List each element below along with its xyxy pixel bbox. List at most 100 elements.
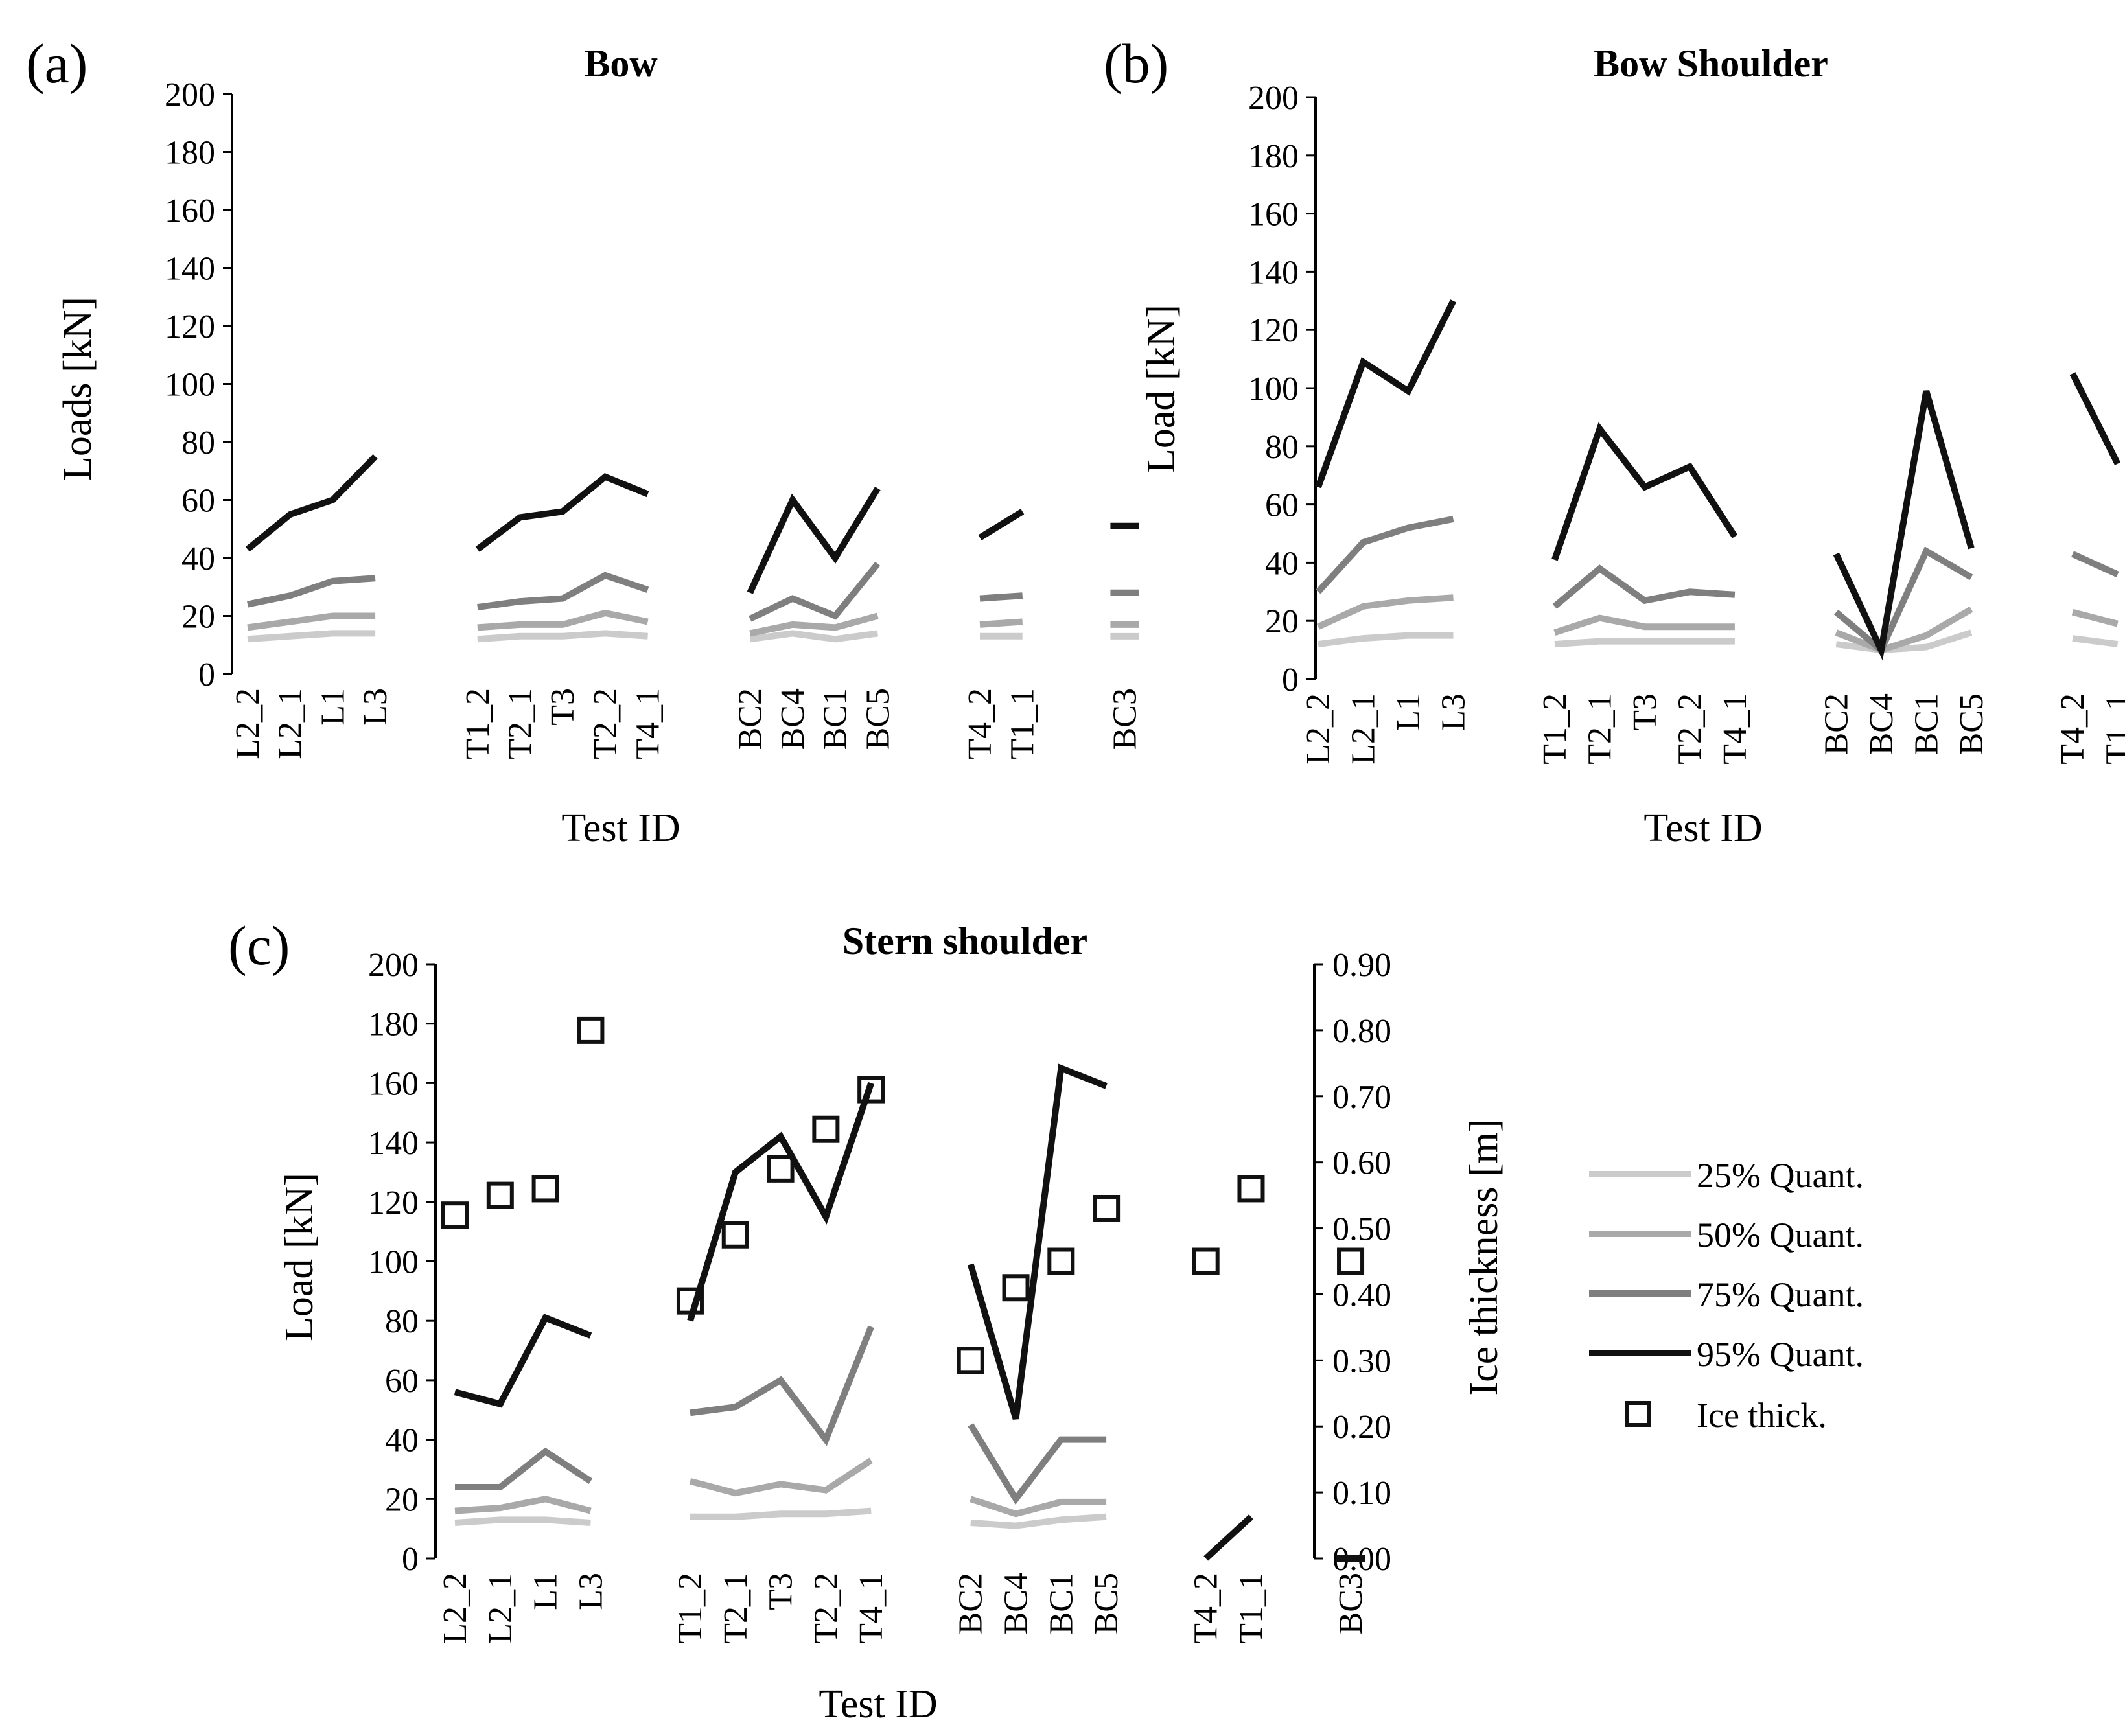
ice-thickness-point-t3 [767,1155,795,1183]
legend-label-q50: 50% Quant. [1697,1216,1864,1255]
x-tick-label-b-bc4: BC4 [1863,693,1900,755]
chart-title-stern-shoulder: Stern shoulder [842,920,1087,962]
ice-thickness-point-t1-1 [1237,1175,1265,1203]
x-tick-label-a-l2-1: L2_1 [272,688,309,759]
series-q50-a-group-2 [477,609,649,631]
series-q75-c-group-1 [455,1447,593,1490]
legend-label-q75: 75% Quant. [1697,1275,1864,1314]
y2-tick-label-c: 0.30 [1332,1343,1391,1380]
x-tick-label-a-t1-2: T1_2 [459,688,496,759]
series-q75-a-group-1 [247,575,376,608]
y-tick-label-a: 60 [181,483,215,520]
x-tick-label-c-l2-1: L2_1 [482,1573,519,1644]
y2-tick-label-c: 0.50 [1332,1211,1391,1248]
x-tick-label-c-bc1: BC1 [1043,1573,1080,1634]
x-tick-label-a-t4-2: T4_2 [962,688,999,759]
x-tick-label-c-t4-2: T4_2 [1188,1573,1225,1644]
series-q25-a-group-2 [477,630,648,643]
series-q75-b-group-3 [1834,546,1973,656]
y2-tick-label-c: 0.80 [1332,1013,1391,1050]
x-tick-label-c-t4-1: T4_1 [853,1573,890,1644]
x-tick-label-a-t3: T3 [544,688,581,726]
y-tick-label-a: 180 [165,135,215,172]
series-q75-a-group-4 [979,592,1023,602]
ice-thickness-point-bc1 [1047,1247,1075,1275]
series-q95-b-group-1 [1315,299,1456,489]
series-q50-c-group-1 [454,1496,592,1514]
x-tick-label-b-bc2: BC2 [1818,693,1855,755]
x-tick-label-b-l1: L1 [1390,693,1427,731]
y-tick-label-c: 200 [368,947,419,984]
y-tick-label-c: 0 [402,1541,419,1578]
series-q95-a-group-3 [747,486,881,594]
y-tick-label-a: 80 [181,424,215,461]
series-q75-b-group-1 [1316,516,1454,594]
series-q95-c-group-4 [1203,1514,1253,1561]
x-tick-label-b-bc5: BC5 [1953,693,1990,755]
y-tick-label-c: 100 [368,1244,419,1281]
x-tick-label-b-t4-1: T4_1 [1717,693,1754,765]
y-tick-label-a: 0 [198,656,215,693]
x-tick-label-a-bc4: BC4 [774,688,811,750]
y-tick-label-a: 20 [181,599,215,636]
x-tick-label-c-t2-2: T2_2 [807,1573,844,1644]
series-q50-b-group-4 [2071,608,2119,627]
series-q50-a-group-4 [979,618,1023,628]
x-tick-label-a-l1: L1 [314,688,351,726]
legend-label-ice: Ice thick. [1697,1396,1827,1435]
y-axis-label-bow-shoulder: Load [kN] [1139,305,1183,473]
plot-area-bow-shoulder: 0 20 40 60 80 100 120 140 160 180 200 L2_2 L2_1 L1 L3 T… [1248,80,2125,765]
y-tick-label-c: 20 [385,1481,419,1518]
chart-title-bow: Bow [584,42,658,85]
y-tick-label-c: 140 [368,1125,419,1162]
x-tick-label-b-t2-2: T2_2 [1671,693,1708,765]
y-tick-label-c: 80 [385,1303,419,1340]
y-tick-label-a: 200 [165,76,215,113]
ice-thickness-point-l3 [577,1016,605,1044]
ice-thickness-point-bc5 [1093,1194,1121,1222]
chart-title-bow-shoulder: Bow Shoulder [1594,42,1828,85]
legend-label-q25: 25% Quant. [1697,1156,1864,1195]
x-tick-label-a-bc2: BC2 [732,688,769,750]
y2-tick-label-c: 0.90 [1332,947,1391,984]
y2-tick-label-c: 0.20 [1332,1409,1391,1446]
ice-thickness-point-l2-2 [441,1201,469,1229]
x-tick-label-c-t3: T3 [763,1573,800,1610]
ice-thickness-point-t4-1 [857,1076,885,1104]
x-tick-label-a-bc5: BC5 [859,688,896,750]
x-tick-label-c-bc5: BC5 [1088,1573,1125,1634]
series-q25-b-group-2 [1554,638,1735,648]
series-q95-b-group-3 [1833,390,1975,661]
y-tick-label-b: 100 [1248,371,1299,408]
y2-tick-label-c: 0.60 [1332,1145,1391,1182]
series-q25-b-group-1 [1318,632,1454,648]
panel-label-b: (b) [1104,32,1168,95]
ice-thickness-point-l1 [531,1175,559,1203]
y-tick-label-c: 160 [368,1065,419,1102]
y-tick-label-b: 60 [1265,487,1299,524]
series-q95-c-group-2 [687,1082,874,1322]
x-axis-label-bow-shoulder: Test ID [1643,806,1762,850]
x-tick-label-c-bc4: BC4 [998,1573,1035,1634]
x-tick-label-c-t1-2: T1_2 [672,1573,709,1644]
series-q50-b-group-2 [1553,614,1735,636]
x-tick-label-b-l2-1: L2_1 [1345,693,1382,765]
x-tick-label-b-t1-2: T1_2 [1537,693,1573,765]
plot-area-stern-shoulder: 0204060801001201401601802000.000.100.200… [368,947,1391,1644]
panel-bow: (a) Bow Test ID Loads [kN] 0 20 40 60 80 100 1… [26,32,1143,850]
series-q25-b-group-3 [1835,629,1973,654]
legend: 25% Quant. 50% Quant. 75% Quant. 95% Qua… [1589,1156,1864,1435]
y-tick-label-a: 160 [165,192,215,229]
series-q95-c-group-3 [967,1063,1108,1420]
y-tick-label-a: 40 [181,540,215,577]
series-q95-a-group-4 [978,509,1025,540]
x-tick-label-b-l3: L3 [1435,693,1472,731]
y2-axis-label-ice-thickness: Ice thickness [m] [1462,1119,1506,1396]
x-tick-label-a-bc1: BC1 [817,688,854,750]
y2-tick-label-c: 0.10 [1332,1475,1391,1512]
series-q95-b-group-2 [1551,422,1738,561]
y-tick-label-b: 80 [1265,429,1299,466]
plot-area-bow: 0 20 40 60 80 100 120 140 160 180 200 L2_2 L2_1 L1 L3 T… [165,76,1143,759]
series-q95-b-group-4 [2069,372,2121,465]
x-tick-label-c-t1-1: T1_1 [1233,1573,1270,1644]
